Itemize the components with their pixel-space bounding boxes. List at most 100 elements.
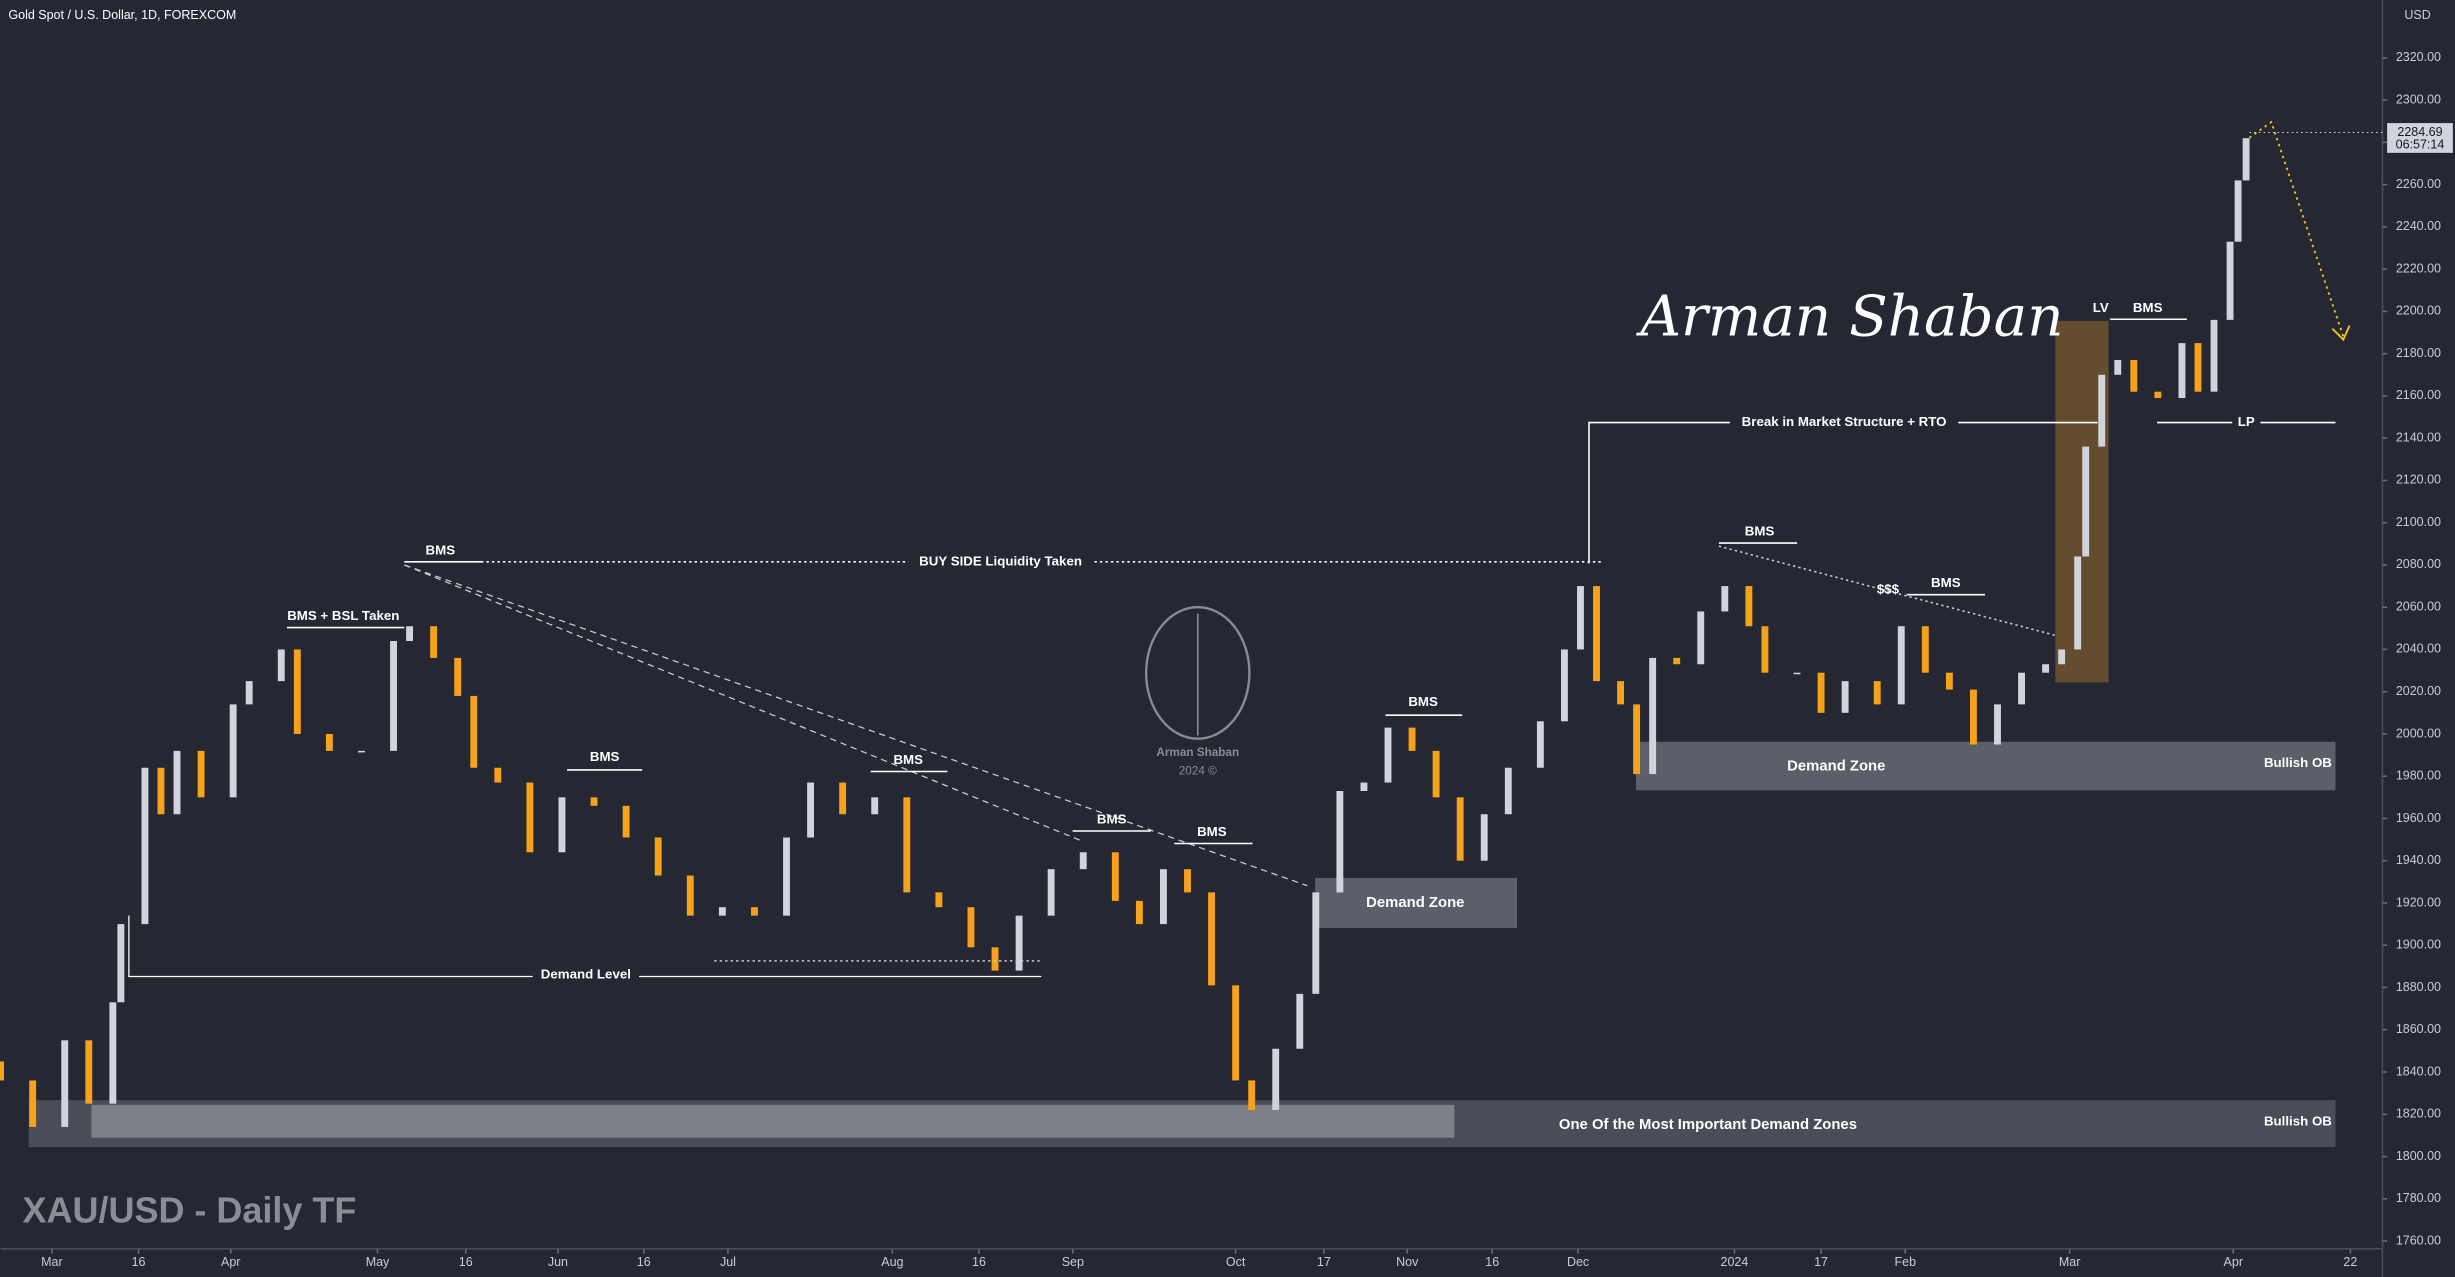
candle	[293, 649, 301, 734]
watermark: XAU/USD - Daily TF	[22, 1189, 356, 1230]
candle	[2074, 556, 2082, 650]
candle	[1504, 767, 1512, 815]
candle	[1360, 782, 1368, 792]
x-tick-label: Nov	[1396, 1255, 1419, 1269]
candle	[2178, 343, 2186, 399]
candle	[1673, 657, 1681, 665]
y-tick-label: 2000.00	[2396, 726, 2441, 740]
candle	[117, 924, 125, 1003]
x-tick-label: Jun	[548, 1255, 568, 1269]
x-tick-label: Sep	[1062, 1255, 1084, 1269]
candle	[2042, 664, 2050, 673]
y-tick-label: 2260.00	[2396, 177, 2441, 191]
last-price: 2284.69	[2397, 125, 2442, 139]
candle	[935, 892, 943, 908]
annotation: BMS	[2133, 300, 2163, 315]
candle	[1456, 797, 1464, 861]
candle	[1296, 993, 1304, 1049]
candle	[1184, 869, 1191, 893]
y-tick-label: 2060.00	[2396, 599, 2441, 613]
candle	[157, 767, 165, 815]
annotation: Demand Level	[541, 966, 631, 981]
candle	[1015, 915, 1023, 971]
candle	[1208, 892, 1215, 986]
candle	[839, 782, 847, 815]
candle	[783, 837, 790, 916]
candle	[29, 1080, 37, 1127]
candle	[1593, 586, 1600, 682]
annotation: Demand Zone	[1787, 759, 1885, 775]
x-tick-label: 16	[459, 1255, 473, 1269]
demand-zone-upper	[1635, 741, 2336, 791]
annotation: $$$	[1877, 582, 1900, 597]
annotation: BMS	[590, 749, 620, 764]
candle	[1617, 681, 1625, 705]
candle	[1745, 586, 1753, 627]
candle	[1536, 721, 1544, 768]
annotation: BMS	[893, 752, 923, 767]
candle	[1432, 750, 1440, 798]
candle	[1560, 649, 1568, 722]
candle	[1897, 626, 1905, 705]
candle	[406, 626, 414, 642]
y-tick-label: 1840.00	[2396, 1064, 2441, 1078]
candle	[1248, 1080, 1256, 1111]
candles	[0, 138, 2250, 1127]
annotation: One Of the Most Important Demand Zones	[1559, 1117, 1857, 1133]
y-tick-label: 1860.00	[2396, 1022, 2441, 1036]
candle	[1312, 892, 1320, 994]
x-tick-label: 16	[1485, 1255, 1499, 1269]
x-tick-label: 17	[1814, 1255, 1828, 1269]
demand-zone	[1315, 877, 1518, 929]
x-tick-label: Mar	[2059, 1255, 2081, 1269]
candle	[2242, 138, 2250, 181]
y-tick-label: 1880.00	[2396, 980, 2441, 994]
x-tick-label: Oct	[1226, 1255, 1246, 1269]
candle	[229, 704, 237, 798]
candle	[2130, 360, 2138, 392]
candle	[1793, 672, 1801, 675]
candle	[390, 641, 397, 751]
x-tick-label: 22	[2343, 1255, 2357, 1269]
candle	[245, 681, 253, 705]
y-tick-label: 2080.00	[2396, 557, 2441, 571]
candle	[0, 1061, 5, 1081]
y-tick-label: 2100.00	[2396, 515, 2441, 529]
annotation: LP	[2238, 414, 2255, 429]
y-tick-label: 2020.00	[2396, 684, 2441, 698]
candle	[1817, 672, 1825, 713]
currency: USD	[2404, 8, 2430, 22]
candle	[1135, 900, 1143, 925]
annotation: Demand Zone	[1366, 895, 1464, 911]
x-tick-label: Feb	[1894, 1255, 1916, 1269]
candle	[1272, 1048, 1280, 1111]
candle	[1159, 869, 1167, 925]
candle	[1873, 681, 1881, 705]
candle	[1761, 626, 1769, 673]
candle	[109, 1002, 117, 1104]
candle	[1994, 704, 2001, 745]
candle	[526, 782, 534, 853]
candle	[2018, 672, 2025, 705]
logo	[1144, 606, 1251, 740]
y-tick-label: 2120.00	[2396, 473, 2441, 487]
annotation: LV	[2093, 300, 2109, 315]
y-tick-label: 1760.00	[2396, 1233, 2441, 1247]
annotation: BUY SIDE Liquidity Taken	[919, 553, 1082, 568]
zones	[28, 320, 2336, 1148]
candle	[871, 797, 879, 815]
candle	[1111, 852, 1119, 901]
candle	[1649, 657, 1657, 775]
x-tick-label: 16	[637, 1255, 651, 1269]
candle	[807, 782, 815, 838]
candle	[1721, 586, 1729, 612]
candle	[1384, 727, 1392, 783]
y-tick-label: 1900.00	[2396, 938, 2441, 952]
projection-arrow	[2331, 325, 2351, 342]
candle	[991, 947, 999, 971]
y-tick-label: 2160.00	[2396, 388, 2441, 402]
x-tick-label: Jul	[720, 1255, 736, 1269]
candle	[61, 1040, 69, 1127]
candle	[358, 750, 365, 753]
